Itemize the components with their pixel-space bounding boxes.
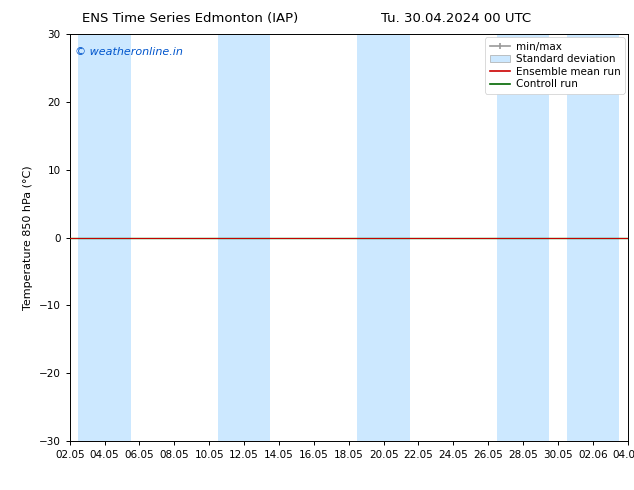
Text: ENS Time Series Edmonton (IAP): ENS Time Series Edmonton (IAP) [82,12,299,25]
Text: Tu. 30.04.2024 00 UTC: Tu. 30.04.2024 00 UTC [382,12,531,25]
Bar [497,34,549,441]
Legend: min/max, Standard deviation, Ensemble mean run, Controll run: min/max, Standard deviation, Ensemble me… [486,37,624,94]
Bar [567,34,619,441]
Bar [79,34,131,441]
Bar [358,34,410,441]
Bar [218,34,270,441]
Text: © weatheronline.in: © weatheronline.in [75,47,183,56]
Y-axis label: Temperature 850 hPa (°C): Temperature 850 hPa (°C) [23,165,33,310]
